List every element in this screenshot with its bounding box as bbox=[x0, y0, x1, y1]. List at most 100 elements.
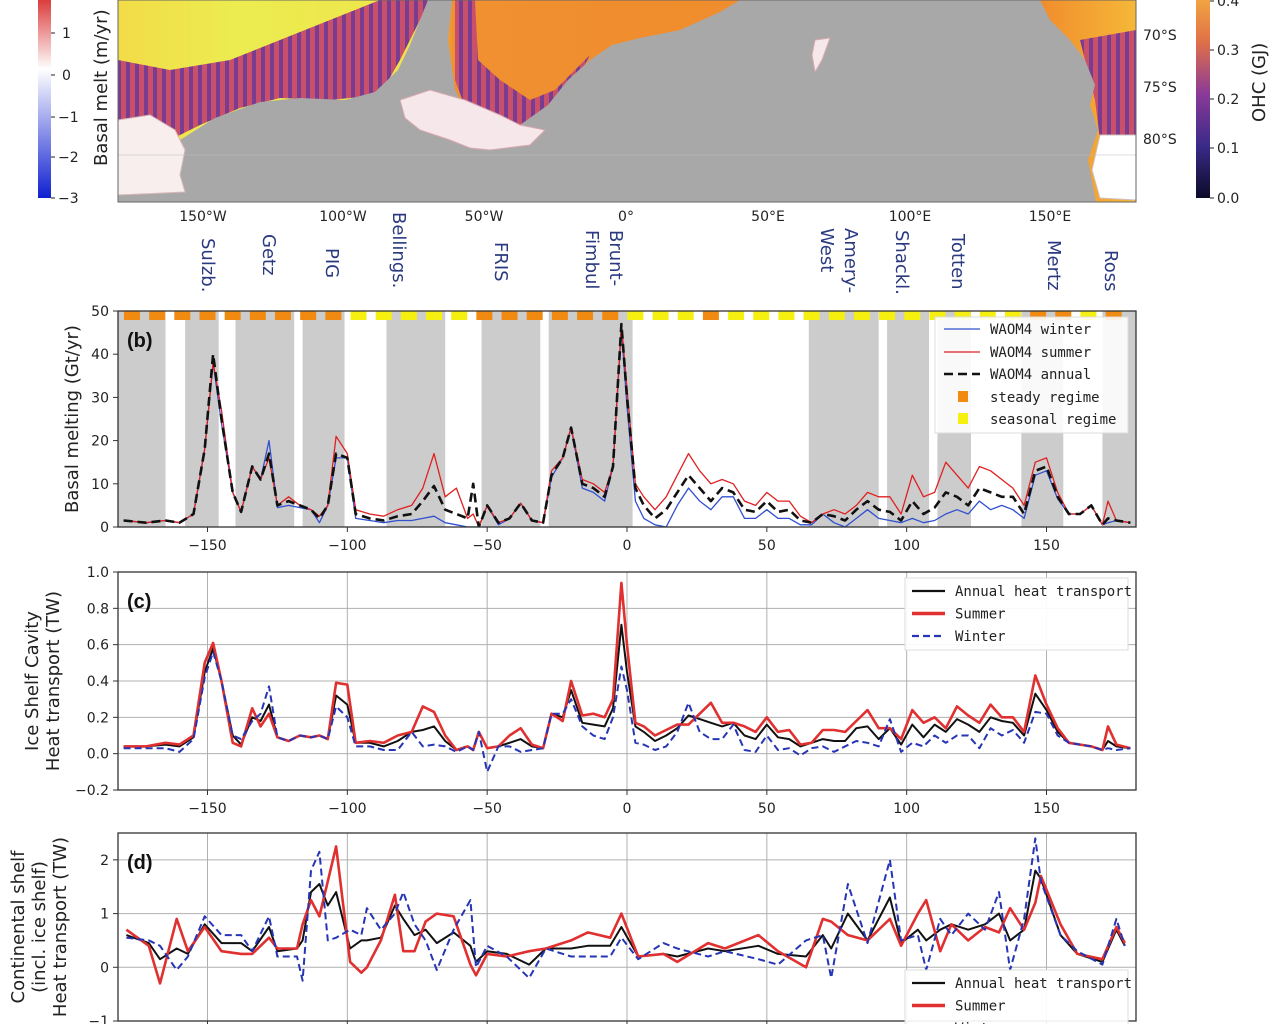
antarctic-continent bbox=[118, 0, 1098, 202]
lon-label: 50°W bbox=[465, 209, 504, 225]
ice-shelf-band bbox=[302, 311, 345, 527]
y-tick-label: 0.0 bbox=[87, 747, 109, 763]
y-axis-label: Basal melting (Gt/yr) bbox=[62, 325, 83, 513]
shelf-name: Shackl. bbox=[891, 230, 912, 295]
series-line-annual-heat-transport bbox=[126, 869, 1126, 966]
y-tick-label: 0.8 bbox=[87, 601, 109, 617]
melt-tick: −2 bbox=[58, 150, 79, 166]
legend-steady-swatch bbox=[958, 391, 968, 402]
ohc-colorbar-label: OHC (GJ) bbox=[1249, 43, 1270, 122]
ohc-tick: 0.2 bbox=[1217, 92, 1239, 108]
y-tick-label: 0 bbox=[100, 520, 109, 536]
x-tick-label: −100 bbox=[328, 538, 366, 554]
seasonal-regime-marker bbox=[1004, 311, 1021, 320]
lat-label: 70°S bbox=[1143, 28, 1177, 44]
y-tick-label: −1 bbox=[88, 1014, 109, 1024]
y-tick-label: 40 bbox=[91, 347, 109, 363]
lat-label: 80°S bbox=[1143, 132, 1177, 148]
ice-shelf-band bbox=[235, 311, 295, 527]
ice-shelf-cavity-heat-transport-chart: −150 −100 −50 0 50 100 150 −0.2 0.0 0.2 0.4 0.6 0.8 1… bbox=[22, 565, 1137, 817]
legend-label: WAOM4 winter bbox=[990, 322, 1091, 338]
y-tick-label: 2 bbox=[100, 853, 109, 869]
y-tick-label: 0.4 bbox=[87, 674, 109, 690]
legend-label: WAOM4 summer bbox=[990, 345, 1091, 361]
seasonal-regime-marker bbox=[426, 311, 443, 320]
steady-regime-marker bbox=[123, 311, 140, 320]
seasonal-regime-marker bbox=[929, 311, 946, 320]
legend-box bbox=[904, 969, 1129, 1024]
y-tick-label: 0.6 bbox=[87, 638, 109, 654]
ohc-tick: 0.1 bbox=[1217, 141, 1239, 157]
x-tick-label: 50 bbox=[758, 801, 776, 817]
shelf-name: Sulzb. bbox=[197, 238, 218, 292]
x-tick-label: −50 bbox=[472, 801, 502, 817]
legend-label: Winter bbox=[955, 629, 1006, 645]
steady-regime-marker bbox=[1055, 311, 1072, 320]
lon-label: 50°E bbox=[751, 209, 785, 225]
coastal-hatch-ross bbox=[1080, 30, 1136, 140]
ice-shelf-band bbox=[386, 311, 446, 527]
x-tick-label: 0 bbox=[623, 538, 632, 554]
y-axis-label: Ice Shelf Cavity bbox=[22, 611, 43, 751]
steady-regime-marker bbox=[476, 311, 493, 320]
seasonal-regime-marker bbox=[853, 311, 870, 320]
x-tick-label: −50 bbox=[472, 538, 502, 554]
melt-tick: 0 bbox=[62, 68, 71, 84]
y-tick-label: 1.0 bbox=[87, 565, 109, 581]
steady-regime-marker bbox=[149, 311, 166, 320]
steady-regime-marker bbox=[224, 311, 241, 320]
y-tick-label: 1 bbox=[100, 907, 109, 923]
seasonal-regime-marker bbox=[652, 311, 669, 320]
shelf-name: West bbox=[816, 228, 837, 272]
x-tick-label: −100 bbox=[328, 801, 366, 817]
lon-label: 150°E bbox=[1029, 209, 1072, 225]
panel-label: (c) bbox=[127, 591, 151, 613]
seasonal-regime-marker bbox=[400, 311, 417, 320]
x-tick-label: 100 bbox=[893, 538, 920, 554]
y-tick-label: −0.2 bbox=[75, 783, 109, 799]
x-tick-label: 50 bbox=[758, 538, 776, 554]
ice-shelf-ross-east bbox=[1091, 134, 1136, 201]
melt-colorbar bbox=[38, 0, 51, 198]
steady-regime-marker bbox=[249, 311, 266, 320]
steady-regime-marker bbox=[199, 311, 216, 320]
y-axis-label: Continental shelf bbox=[8, 850, 29, 1004]
x-tick-label: 100 bbox=[893, 801, 920, 817]
legend-label: Annual heat transport bbox=[955, 976, 1132, 992]
ice-shelf-filchner-ronne bbox=[399, 89, 547, 151]
x-tick-label: −150 bbox=[188, 538, 226, 554]
series-line-waom4-annual bbox=[123, 322, 1131, 527]
shelf-name: PIG bbox=[321, 248, 342, 278]
shelf-name: Mertz bbox=[1043, 240, 1064, 291]
melt-colorbar-ticks: 1 0 −1 −2 −3 bbox=[51, 26, 79, 207]
ohc-map bbox=[118, 0, 1136, 202]
steady-regime-marker bbox=[526, 311, 543, 320]
x-tick-label: 150 bbox=[1033, 538, 1060, 554]
steady-regime-marker bbox=[551, 311, 568, 320]
steady-regime-marker bbox=[1030, 311, 1047, 320]
y-axis-label: (incl. ice shelf) bbox=[29, 861, 50, 993]
shelf-name: Amery- bbox=[840, 228, 861, 293]
y-tick-label: 10 bbox=[91, 477, 109, 493]
steady-regime-marker bbox=[174, 311, 191, 320]
seasonal-regime-marker bbox=[728, 311, 745, 320]
legend-label: Annual heat transport bbox=[955, 584, 1132, 600]
legend-label: WAOM4 annual bbox=[990, 367, 1091, 383]
legend-label: Summer bbox=[955, 607, 1006, 623]
series-line-winter bbox=[123, 650, 1131, 773]
shelf-name: Brunt- bbox=[605, 230, 626, 286]
y-axis-label: Heat transport (TW) bbox=[43, 591, 64, 771]
steady-regime-marker bbox=[300, 311, 317, 320]
steady-regime-marker bbox=[325, 311, 342, 320]
seasonal-regime-marker bbox=[828, 311, 845, 320]
ohc-tick: 0.3 bbox=[1217, 43, 1239, 59]
ohc-colorbar bbox=[1196, 0, 1210, 198]
y-tick-label: 0.2 bbox=[87, 710, 109, 726]
ohc-colorbar-ticks: 0.4 0.3 0.2 0.1 0.0 bbox=[1210, 0, 1239, 207]
basal-melting-chart: −150 −100 −50 0 50 100 150 0 10 20 30 40 50 (b) Basal … bbox=[62, 304, 1137, 554]
ice-shelf-amery bbox=[811, 37, 831, 74]
y-tick-label: 20 bbox=[91, 434, 109, 450]
seasonal-regime-marker bbox=[904, 311, 921, 320]
shelf-name: Bellings. bbox=[388, 212, 409, 288]
seasonal-regime-marker bbox=[350, 311, 367, 320]
